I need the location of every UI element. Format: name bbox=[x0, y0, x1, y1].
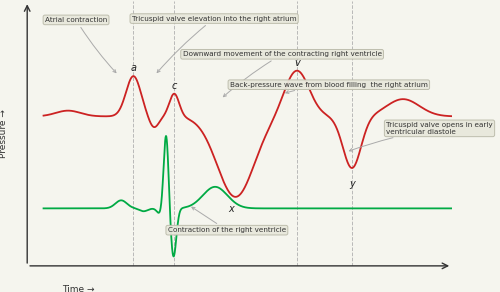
Text: Time →: Time → bbox=[62, 285, 94, 292]
Text: a: a bbox=[130, 63, 136, 73]
Text: y: y bbox=[349, 180, 355, 190]
Text: Pressure →: Pressure → bbox=[0, 109, 8, 158]
Text: Atrial contraction: Atrial contraction bbox=[45, 17, 116, 73]
Text: Tricuspid valve elevation into the right atrium: Tricuspid valve elevation into the right… bbox=[132, 15, 296, 72]
Text: Contraction of the right ventricle: Contraction of the right ventricle bbox=[168, 207, 286, 233]
Text: Tricuspid valve opens in early
ventricular diastole: Tricuspid valve opens in early ventricul… bbox=[350, 122, 493, 151]
Text: Back-pressure wave from blood filling  the right atrium: Back-pressure wave from blood filling th… bbox=[230, 82, 428, 93]
Text: c: c bbox=[172, 81, 177, 91]
Text: v: v bbox=[294, 58, 300, 68]
Text: Downward movement of the contracting right ventricle: Downward movement of the contracting rig… bbox=[182, 51, 382, 97]
Text: x: x bbox=[228, 204, 234, 213]
